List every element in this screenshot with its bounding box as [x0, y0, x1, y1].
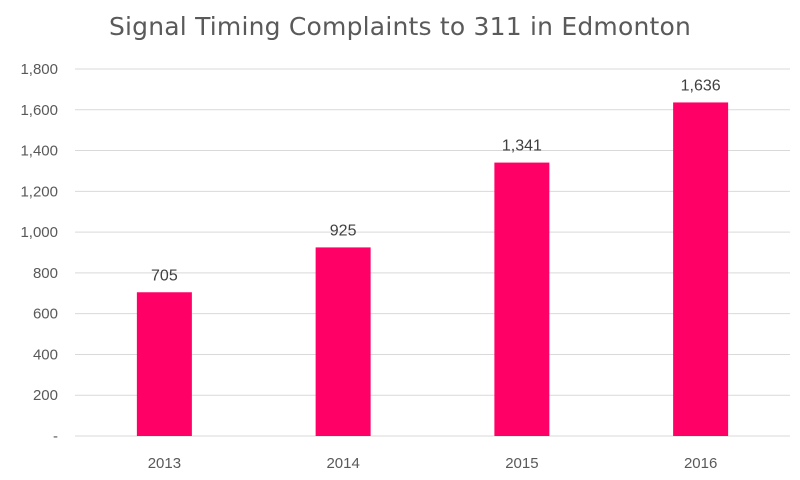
data-label: 705 — [151, 267, 178, 284]
data-label: 1,636 — [681, 77, 721, 94]
y-tick-label: 600 — [33, 306, 58, 323]
x-tick-label: 2016 — [684, 455, 717, 472]
y-tick-label: 1,200 — [20, 183, 58, 200]
y-tick-label: - — [53, 428, 58, 445]
bar-2013 — [136, 292, 192, 436]
bar-2014 — [315, 247, 371, 436]
bar-2015 — [494, 162, 550, 436]
x-tick-label: 2013 — [148, 455, 181, 472]
y-tick-label: 1,800 — [20, 61, 58, 78]
y-tick-label: 400 — [33, 346, 58, 363]
chart-title: Signal Timing Complaints to 311 in Edmon… — [108, 12, 692, 41]
y-tick-label: 800 — [33, 265, 58, 282]
y-tick-label: 1,400 — [20, 143, 58, 160]
x-tick-label: 2014 — [326, 455, 359, 472]
data-label: 1,341 — [502, 138, 542, 155]
data-label: 925 — [330, 222, 357, 239]
y-tick-label: 1,600 — [20, 102, 58, 119]
bar-2016 — [673, 102, 729, 436]
x-tick-label: 2015 — [505, 455, 538, 472]
y-tick-label: 200 — [33, 387, 58, 404]
y-tick-label: 1,000 — [20, 224, 58, 241]
